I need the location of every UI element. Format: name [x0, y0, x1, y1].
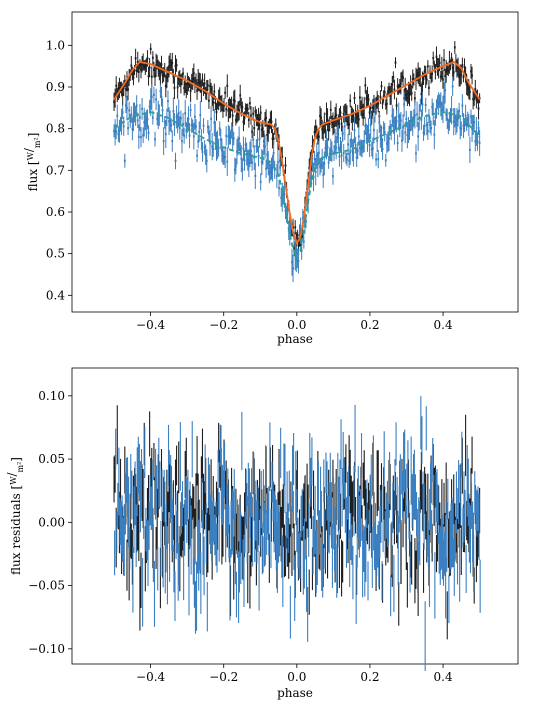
x-tick-label: 0.2 — [360, 318, 379, 332]
svg-text:flux residuals [W/m²]: flux residuals [W/m²] — [5, 457, 25, 575]
x-tick-label: −0.4 — [136, 318, 166, 332]
flux-y-label-prefix: flux — [26, 165, 40, 191]
residual-errorbars — [114, 396, 481, 671]
residuals-x-ticks: −0.4 −0.2 0.0 0.2 0.4 — [136, 664, 453, 684]
flux-y-ticks: 0.4 0.5 0.6 0.7 0.8 0.9 1.0 — [46, 38, 72, 302]
y-tick-label: 0.7 — [46, 163, 65, 177]
residuals-y-axis-label: flux residuals [W/m²] — [5, 457, 25, 575]
flux-x-ticks: −0.4 −0.2 0.0 0.2 0.4 — [136, 312, 453, 332]
model-line-dashed — [113, 111, 481, 261]
x-tick-label: 0.2 — [360, 670, 379, 684]
residuals-y-label-prefix: flux residuals — [9, 489, 23, 575]
flux-axes-frame — [71, 11, 519, 313]
flux-y-axis-label: flux [W/m²] — [22, 133, 42, 192]
y-tick-label: 0.10 — [38, 389, 65, 403]
errorbar-bars — [113, 76, 481, 282]
y-tick-label: 0.5 — [46, 247, 65, 261]
residuals-panel: −0.4 −0.2 0.0 0.2 0.4 −0.10 −0.05 0.00 0.05 0.10… — [5, 367, 519, 700]
observed-errorbars-series — [113, 76, 481, 282]
y-tick-label: 0.00 — [38, 515, 65, 529]
residuals-x-axis-label: phase — [277, 686, 313, 700]
residuals-series — [114, 396, 481, 671]
x-tick-label: −0.2 — [209, 670, 238, 684]
x-tick-label: −0.2 — [209, 318, 238, 332]
flux-panel: −0.4 −0.2 0.0 0.2 0.4 0.40.50.60.70.80.91.0 … — [22, 11, 519, 346]
y-tick-label: 1.0 — [46, 38, 65, 52]
x-tick-label: 0.0 — [287, 318, 306, 332]
flux-x-axis-label: phase — [277, 332, 313, 346]
svg-text:flux [W/m²]: flux [W/m²] — [22, 133, 42, 192]
y-tick-label: 0.8 — [46, 122, 65, 136]
y-tick-label: 0.4 — [46, 288, 65, 302]
y-tick-label: −0.05 — [28, 579, 65, 593]
residuals-y-ticks: −0.10 −0.05 0.00 0.05 0.10 — [28, 389, 72, 656]
flux-y-label-unit-den: m² — [33, 137, 42, 148]
model-line-series — [113, 60, 481, 246]
x-tick-label: 0.4 — [434, 670, 453, 684]
y-tick-label: 0.6 — [46, 205, 65, 219]
x-tick-label: −0.4 — [136, 670, 166, 684]
flux-y-label-unit-num: W — [26, 151, 35, 160]
y-tick-label: 0.05 — [38, 452, 65, 466]
x-tick-label: 0.0 — [287, 670, 306, 684]
residuals-y-label-unit-den: m² — [16, 462, 25, 473]
residuals-data-layer — [113, 396, 481, 671]
y-tick-label: −0.10 — [28, 642, 65, 656]
residuals-axes-frame — [71, 367, 519, 665]
errorbar-points — [113, 85, 481, 270]
x-tick-label: 0.4 — [434, 318, 453, 332]
residuals-y-label-unit-num: W — [9, 476, 18, 485]
y-tick-label: 0.9 — [46, 80, 65, 94]
model-line-series — [113, 111, 481, 261]
model-line-solid — [113, 60, 481, 246]
observed-errorbars-series — [113, 40, 481, 256]
flux-data-layer — [113, 40, 481, 282]
